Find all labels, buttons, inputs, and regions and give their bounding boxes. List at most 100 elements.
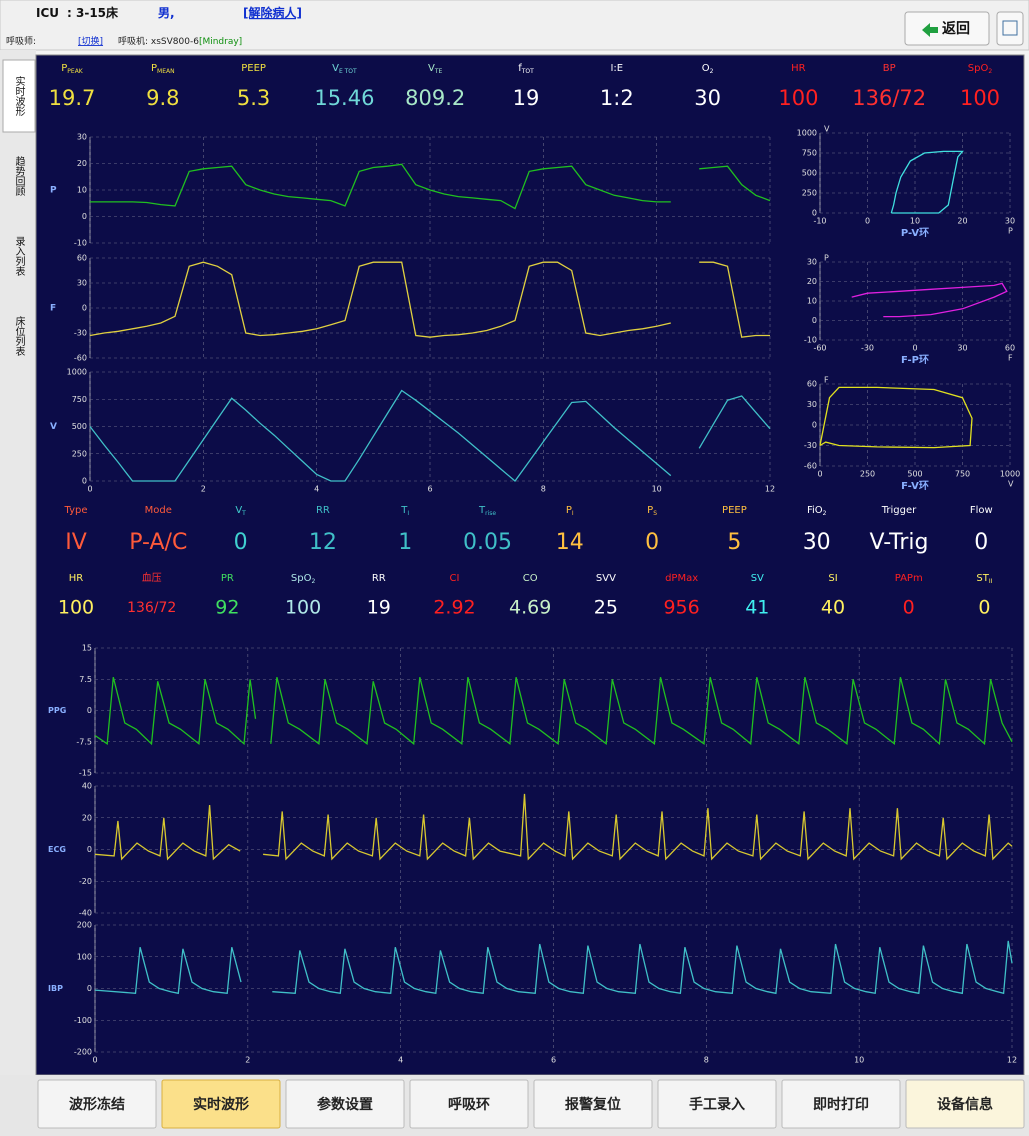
bottom-button[interactable]: 手工录入 [657,1079,777,1129]
y-tick-label: 30 [77,133,87,142]
y-tick-label: 200 [77,921,92,930]
bottom-button[interactable]: 波形冻结 [37,1079,157,1129]
bottom-button-label: 即时打印 [813,1096,869,1113]
bottom-button[interactable]: 报警复位 [533,1079,653,1129]
param-value: 136/72 [852,86,926,110]
header-line-1: ICU: 3-15床 男, [解除病人] [36,5,302,20]
side-tab-label: 趋势回顾 [13,155,25,197]
back-button[interactable]: 返回 [904,11,990,46]
side-bar [0,50,36,1080]
x-tick-label: 8 [541,485,546,494]
x-tick-label: 500 [907,470,922,479]
x-tick-label: 4 [314,485,319,494]
x-tick-label: 6 [551,1056,556,1065]
param-value: P-A/C [129,530,187,555]
param-label-main: P [566,505,572,516]
bottom-button[interactable]: 实时波形 [161,1079,281,1129]
param-label: VTE [428,63,443,75]
bottom-button-bg [905,1079,1025,1129]
bottom-button-bg [285,1079,405,1129]
param-value: 0 [974,530,988,555]
param-label-sub: I [407,510,409,517]
param-label: FiO2 [807,505,827,517]
param-label: fTOT [518,63,534,75]
bottom-button-label: 呼吸环 [448,1096,490,1113]
param-label-main: dPMax [665,573,698,584]
param-value: 100 [960,86,1000,110]
x-tick-label: -30 [861,344,874,353]
bed: : 3-15床 [67,5,119,20]
param-label: SVV [596,573,616,584]
bottom-button-bg [161,1079,281,1129]
param-label-main: Mode [145,505,172,516]
side-tab-label: 实时波形 [13,75,25,117]
x-tick-label: 0 [92,1056,97,1065]
bottom-button-bg [533,1079,653,1129]
side-tab[interactable]: 录入列表 [13,236,25,277]
back-label: 返回 [942,20,970,37]
ventilator-brand: [Mindray] [199,37,242,47]
header-line-2: 呼吸师: [切换] 呼吸机: xsSV800-6[Mindray] [6,35,242,47]
y-tick-label: 250 [72,449,87,458]
bottom-button-bg [657,1079,777,1129]
y-tick-label: 750 [72,395,87,404]
param-label-main: Type [64,505,88,516]
y-tick-label: 0 [812,209,817,218]
panel-label: F [50,304,56,314]
param-label-sub: TOT [521,68,534,75]
y-tick-label: 0 [82,212,87,221]
param-value: 100 [285,597,321,619]
y-tick-label: 60 [77,254,87,263]
waveform [851,282,1008,318]
param-label-main: Flow [970,505,993,516]
therapist-label: 呼吸师: [6,35,36,47]
y-tick-label: -100 [74,1016,92,1025]
bottom-button[interactable]: 呼吸环 [409,1079,529,1129]
param-label-main: P [151,63,157,74]
x-tick-label: 0 [87,485,92,494]
param-label-main: HR [791,63,806,74]
param-label-main: SpO [968,63,989,74]
param-label: SpO2 [968,63,993,75]
side-tab-active [2,59,36,133]
param-label-sub: II [989,578,993,585]
panel-label: V [50,422,57,432]
y-tick-label: -15 [79,769,92,778]
switch-link[interactable]: [切换] [78,35,103,47]
waveform [819,386,973,449]
side-tab[interactable]: 实时波形 [2,59,36,133]
param-label: PAPm [895,573,923,584]
bottom-button[interactable]: 设备信息 [905,1079,1025,1129]
side-tab[interactable]: 床位列表 [13,315,25,357]
param-value: 41 [745,597,769,619]
x-tick-label: 20 [957,217,967,226]
panel-label: IBP [48,984,63,993]
fullscreen-button[interactable] [996,11,1024,46]
panel-label: ECG [48,845,66,854]
waveform [94,793,1013,861]
y-tick-label: 0 [87,706,92,715]
discharge-link[interactable]: [解除病人] [243,5,302,20]
bottom-button[interactable]: 即时打印 [781,1079,901,1129]
x-tick-label: 12 [765,485,775,494]
y-tick-label: 750 [802,149,817,158]
bottom-button-label: 设备信息 [937,1096,993,1113]
param-label: PI [566,505,574,517]
x-tick-label: 8 [704,1056,709,1065]
bottom-button[interactable]: 参数设置 [285,1079,405,1129]
x-tick-label: 60 [1005,344,1015,353]
y-tick-label: -10 [804,336,817,345]
param-value: 0 [903,597,915,619]
param-label: SV [751,573,764,584]
param-label-main: V [235,505,242,516]
param-label: 血压 [142,571,162,584]
side-tab[interactable]: 趋势回顾 [13,155,25,197]
y-tick-label: 500 [72,422,87,431]
y-tick-label: 250 [802,189,817,198]
x-tick-label: 12 [1007,1056,1017,1065]
param-label: Trise [478,505,496,517]
x-tick-label: 0 [912,344,917,353]
param-value: 5.3 [237,86,270,110]
x-tick-label: 0 [865,217,870,226]
waveform [89,261,770,338]
